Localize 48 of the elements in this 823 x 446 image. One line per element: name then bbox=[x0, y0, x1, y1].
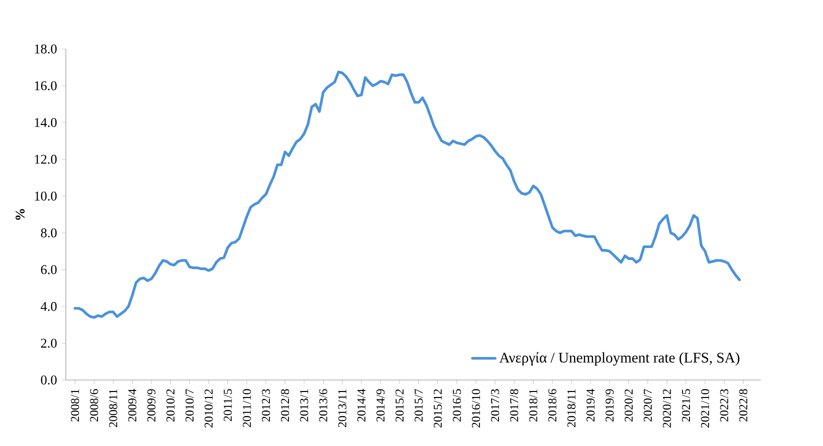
y-tick-label: 16.0 bbox=[34, 81, 57, 90]
x-tick-label: 2011/5 bbox=[224, 389, 232, 422]
y-tick-label: 6.0 bbox=[41, 265, 57, 274]
x-tick-label: 2010/7 bbox=[186, 389, 194, 422]
x-tick-label: 2014/9 bbox=[376, 389, 385, 422]
x-tick-label: 2018/11 bbox=[567, 389, 576, 428]
x-tick-label: 2021/5 bbox=[682, 389, 690, 422]
y-tick-label: 18.0 bbox=[34, 44, 57, 54]
x-tick-label: 2013/6 bbox=[319, 389, 328, 422]
x-tick-label: 2019/9 bbox=[606, 389, 614, 422]
x-tick-label: 2015/12 bbox=[434, 389, 442, 428]
legend-label: Ανεργία / Unemployment rate (LFS, SA) bbox=[499, 352, 740, 366]
x-tick-label: 2014/4 bbox=[357, 388, 366, 422]
x-tick-label: 2020/7 bbox=[644, 389, 652, 422]
x-tick-label: 2010/12 bbox=[204, 389, 213, 428]
x-tick-label: 2015/7 bbox=[414, 389, 423, 422]
x-tick-label: 2008/1 bbox=[70, 389, 80, 422]
y-axis-title: % bbox=[16, 209, 25, 220]
y-tick-label: 4.0 bbox=[40, 302, 57, 311]
x-tick-label: 2013/1 bbox=[300, 389, 308, 422]
x-tick-label: 2016/5 bbox=[452, 389, 461, 422]
x-tick-label: 2015/2 bbox=[396, 389, 404, 422]
y-tick-label: 10.0 bbox=[34, 192, 57, 201]
x-tick-label: 2013/11 bbox=[338, 389, 346, 428]
x-tick-label: 2011/10 bbox=[242, 389, 251, 428]
y-tick-label: 14.0 bbox=[34, 118, 57, 128]
x-tick-label: 2021/10 bbox=[701, 389, 710, 428]
y-tick-label: 8.0 bbox=[40, 228, 57, 238]
x-tick-label: 2017/8 bbox=[510, 389, 518, 422]
x-tick-label: 2020/12 bbox=[662, 389, 671, 428]
y-tick-label: 0.0 bbox=[40, 375, 57, 385]
x-tick-label: 2018/1 bbox=[529, 389, 538, 422]
x-tick-label: 2018/6 bbox=[548, 389, 556, 422]
x-tick-label: 2022/8 bbox=[739, 389, 748, 422]
x-tick-label: 2016/10 bbox=[472, 389, 480, 428]
x-tick-label: 2019/4 bbox=[586, 388, 595, 422]
x-tick-label: 2010/2 bbox=[166, 389, 175, 422]
x-tick-label: 2020/2 bbox=[624, 389, 633, 422]
x-tick-label: 2008/11 bbox=[109, 389, 118, 428]
x-tick-label: 2017/3 bbox=[491, 389, 500, 422]
x-tick-label: 2012/8 bbox=[280, 389, 290, 422]
x-tick-label: 2022/3 bbox=[720, 389, 728, 422]
x-tick-label: 2012/3 bbox=[262, 389, 270, 422]
x-tick-label: 2009/9 bbox=[147, 389, 156, 422]
x-tick-label: 2008/6 bbox=[90, 389, 98, 422]
y-tick-label: 2.0 bbox=[41, 338, 57, 348]
y-tick-label: 12.0 bbox=[34, 154, 57, 164]
x-tick-label: 2009/4 bbox=[128, 388, 136, 422]
